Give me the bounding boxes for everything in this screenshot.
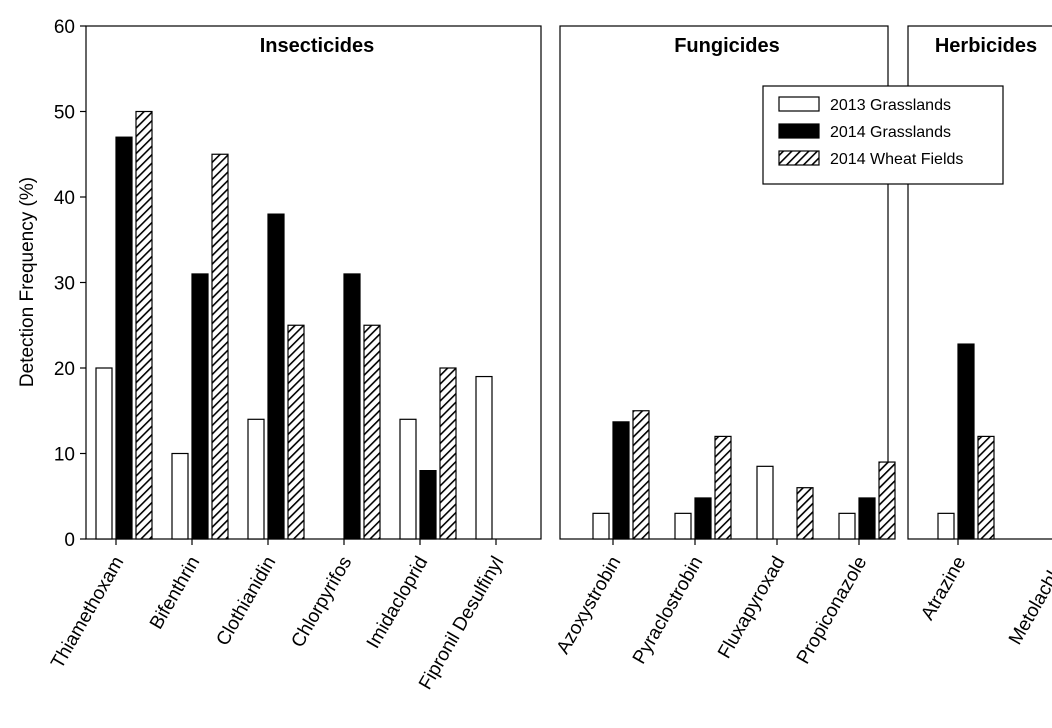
panel-frame bbox=[85, 25, 542, 540]
category-label-bifenthrin: Bifenthrin bbox=[146, 553, 204, 633]
panel-insecticides: Insecticides Thiamethoxam Bifenthrin Clothi… bbox=[47, 25, 542, 693]
bar-2014-grasslands-chlorpyrifos bbox=[343, 273, 361, 540]
panel-title: Insecticides bbox=[260, 35, 375, 57]
bar-2014-wheat-fields-pyraclostrobin bbox=[714, 435, 732, 540]
category-label-clothianidin: Clothianidin bbox=[212, 553, 280, 649]
bar-2013-grasslands-bifenthrin bbox=[171, 452, 189, 540]
bar-2014-wheat-fields-bifenthrin bbox=[211, 153, 229, 540]
bar-2013-grasslands-thiamethoxam bbox=[95, 367, 113, 540]
category-label-azoxystrobin: Azoxystrobin bbox=[553, 553, 626, 658]
bar-2013-grasslands-azoxystrobin bbox=[592, 512, 610, 540]
bar-2013-grasslands-pyraclostrobin bbox=[674, 512, 692, 540]
legend: 2013 Grasslands 2014 Grasslands 2014 Whe… bbox=[762, 85, 1004, 185]
bar-2014-grasslands-clothianidin bbox=[267, 213, 285, 540]
bar-2014-grasslands-pyraclostrobin bbox=[694, 497, 712, 540]
legend-label-2014-wheat-fields: 2014 Wheat Fields bbox=[830, 151, 963, 168]
category-label-metolachlor: Metolachlor bbox=[1005, 552, 1052, 648]
legend-label-2014-grasslands: 2014 Grasslands bbox=[830, 124, 951, 141]
bar-2014-grasslands-thiamethoxam bbox=[115, 136, 133, 540]
category-label-propiconazole: Propiconazole bbox=[793, 553, 871, 668]
panel-title: Herbicides bbox=[935, 35, 1037, 57]
y-tick-label: 10 bbox=[54, 445, 75, 466]
bar-2014-wheat-fields-propiconazole bbox=[878, 461, 896, 540]
bar-2013-grasslands-clothianidin bbox=[247, 418, 265, 540]
bar-2014-wheat-fields-fluxapyroxad bbox=[796, 487, 814, 540]
bar-2014-wheat-fields-atrazine bbox=[977, 435, 995, 540]
category-label-chlorpyrifos: Chlorpyrifos bbox=[287, 553, 356, 651]
category-label-pyraclostrobin: Pyraclostrobin bbox=[629, 553, 707, 668]
y-tick-label: 20 bbox=[54, 359, 75, 380]
bar-2013-grasslands-propiconazole bbox=[838, 512, 856, 540]
legend-swatch-2014-grasslands bbox=[778, 123, 820, 139]
bar-2014-wheat-fields-clothianidin bbox=[287, 324, 305, 540]
y-tick-label: 60 bbox=[54, 17, 75, 38]
legend-label-2013-grasslands: 2013 Grasslands bbox=[830, 97, 951, 114]
category-label-thiamethoxam: Thiamethoxam bbox=[47, 553, 128, 672]
category-label-fipronil-desulfinyl: Fipronil Desulfinyl bbox=[415, 553, 508, 693]
bar-2014-grasslands-atrazine bbox=[957, 343, 975, 540]
category-label-imidacloprid: Imidacloprid bbox=[363, 553, 432, 652]
legend-swatch-2013-grasslands bbox=[778, 96, 820, 112]
bar-2014-grasslands-propiconazole bbox=[858, 497, 876, 540]
bar-2014-grasslands-imidacloprid bbox=[419, 470, 437, 540]
bar-2014-wheat-fields-azoxystrobin bbox=[632, 410, 650, 540]
bar-2014-wheat-fields-thiamethoxam bbox=[135, 110, 153, 540]
bar-2013-grasslands-fluxapyroxad bbox=[756, 465, 774, 540]
bar-2013-grasslands-fipronil-desulfinyl bbox=[475, 375, 493, 540]
y-tick-label: 0 bbox=[64, 530, 75, 551]
bar-2014-wheat-fields-chlorpyrifos bbox=[363, 324, 381, 540]
bar-2014-wheat-fields-imidacloprid bbox=[439, 367, 457, 540]
bar-2014-grasslands-azoxystrobin bbox=[612, 421, 630, 540]
bar-2014-grasslands-bifenthrin bbox=[191, 273, 209, 540]
category-label-atrazine: Atrazine bbox=[917, 553, 970, 624]
category-label-fluxapyroxad: Fluxapyroxad bbox=[714, 553, 789, 662]
bar-2013-grasslands-imidacloprid bbox=[399, 418, 417, 540]
y-tick-label: 50 bbox=[54, 103, 75, 124]
y-axis-title: Detection Frequency (%) bbox=[17, 177, 38, 387]
y-axis: 0 10 20 30 40 50 60 bbox=[54, 17, 86, 551]
panel-title: Fungicides bbox=[674, 35, 780, 57]
y-tick-label: 30 bbox=[54, 274, 75, 295]
legend-swatch-2014-wheat-fields bbox=[778, 150, 820, 166]
y-tick-label: 40 bbox=[54, 188, 75, 209]
bar-2013-grasslands-atrazine bbox=[937, 512, 955, 540]
